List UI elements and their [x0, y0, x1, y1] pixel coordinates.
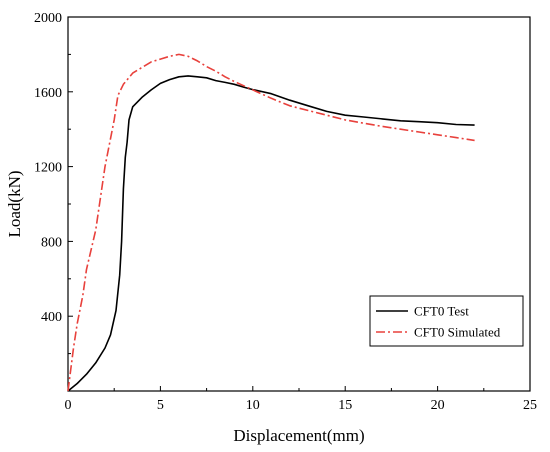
series-line-2: [67, 53, 475, 392]
legend-box: [369, 295, 524, 347]
series-line-1: [67, 75, 475, 392]
x-tick-label: 5: [157, 398, 164, 413]
series-layer: [67, 53, 475, 392]
plot-axes: 0 5 10 15 20 25 400 800 1200 1600 2000: [34, 11, 537, 413]
y-tick-label: 2000: [34, 11, 62, 26]
y-tick-label: 1200: [34, 161, 62, 176]
x-tick-label: 10: [246, 398, 260, 413]
y-tick-label: 400: [41, 310, 62, 325]
x-axis-title: Displacement(mm): [233, 426, 364, 445]
legend-label-1: CFT0 Test: [414, 304, 469, 319]
x-tick-label: 25: [523, 398, 537, 413]
x-tick-label: 0: [65, 398, 72, 413]
x-tick-label: 15: [338, 398, 352, 413]
x-tick-label: 20: [431, 398, 445, 413]
y-tick-label: 1600: [34, 86, 62, 101]
legend: CFT0 Test CFT0 Simulated: [369, 295, 524, 347]
y-tick-label: 800: [41, 235, 62, 250]
legend-label-2: CFT0 Simulated: [414, 325, 501, 340]
y-axis-title: Load(kN): [5, 170, 24, 237]
